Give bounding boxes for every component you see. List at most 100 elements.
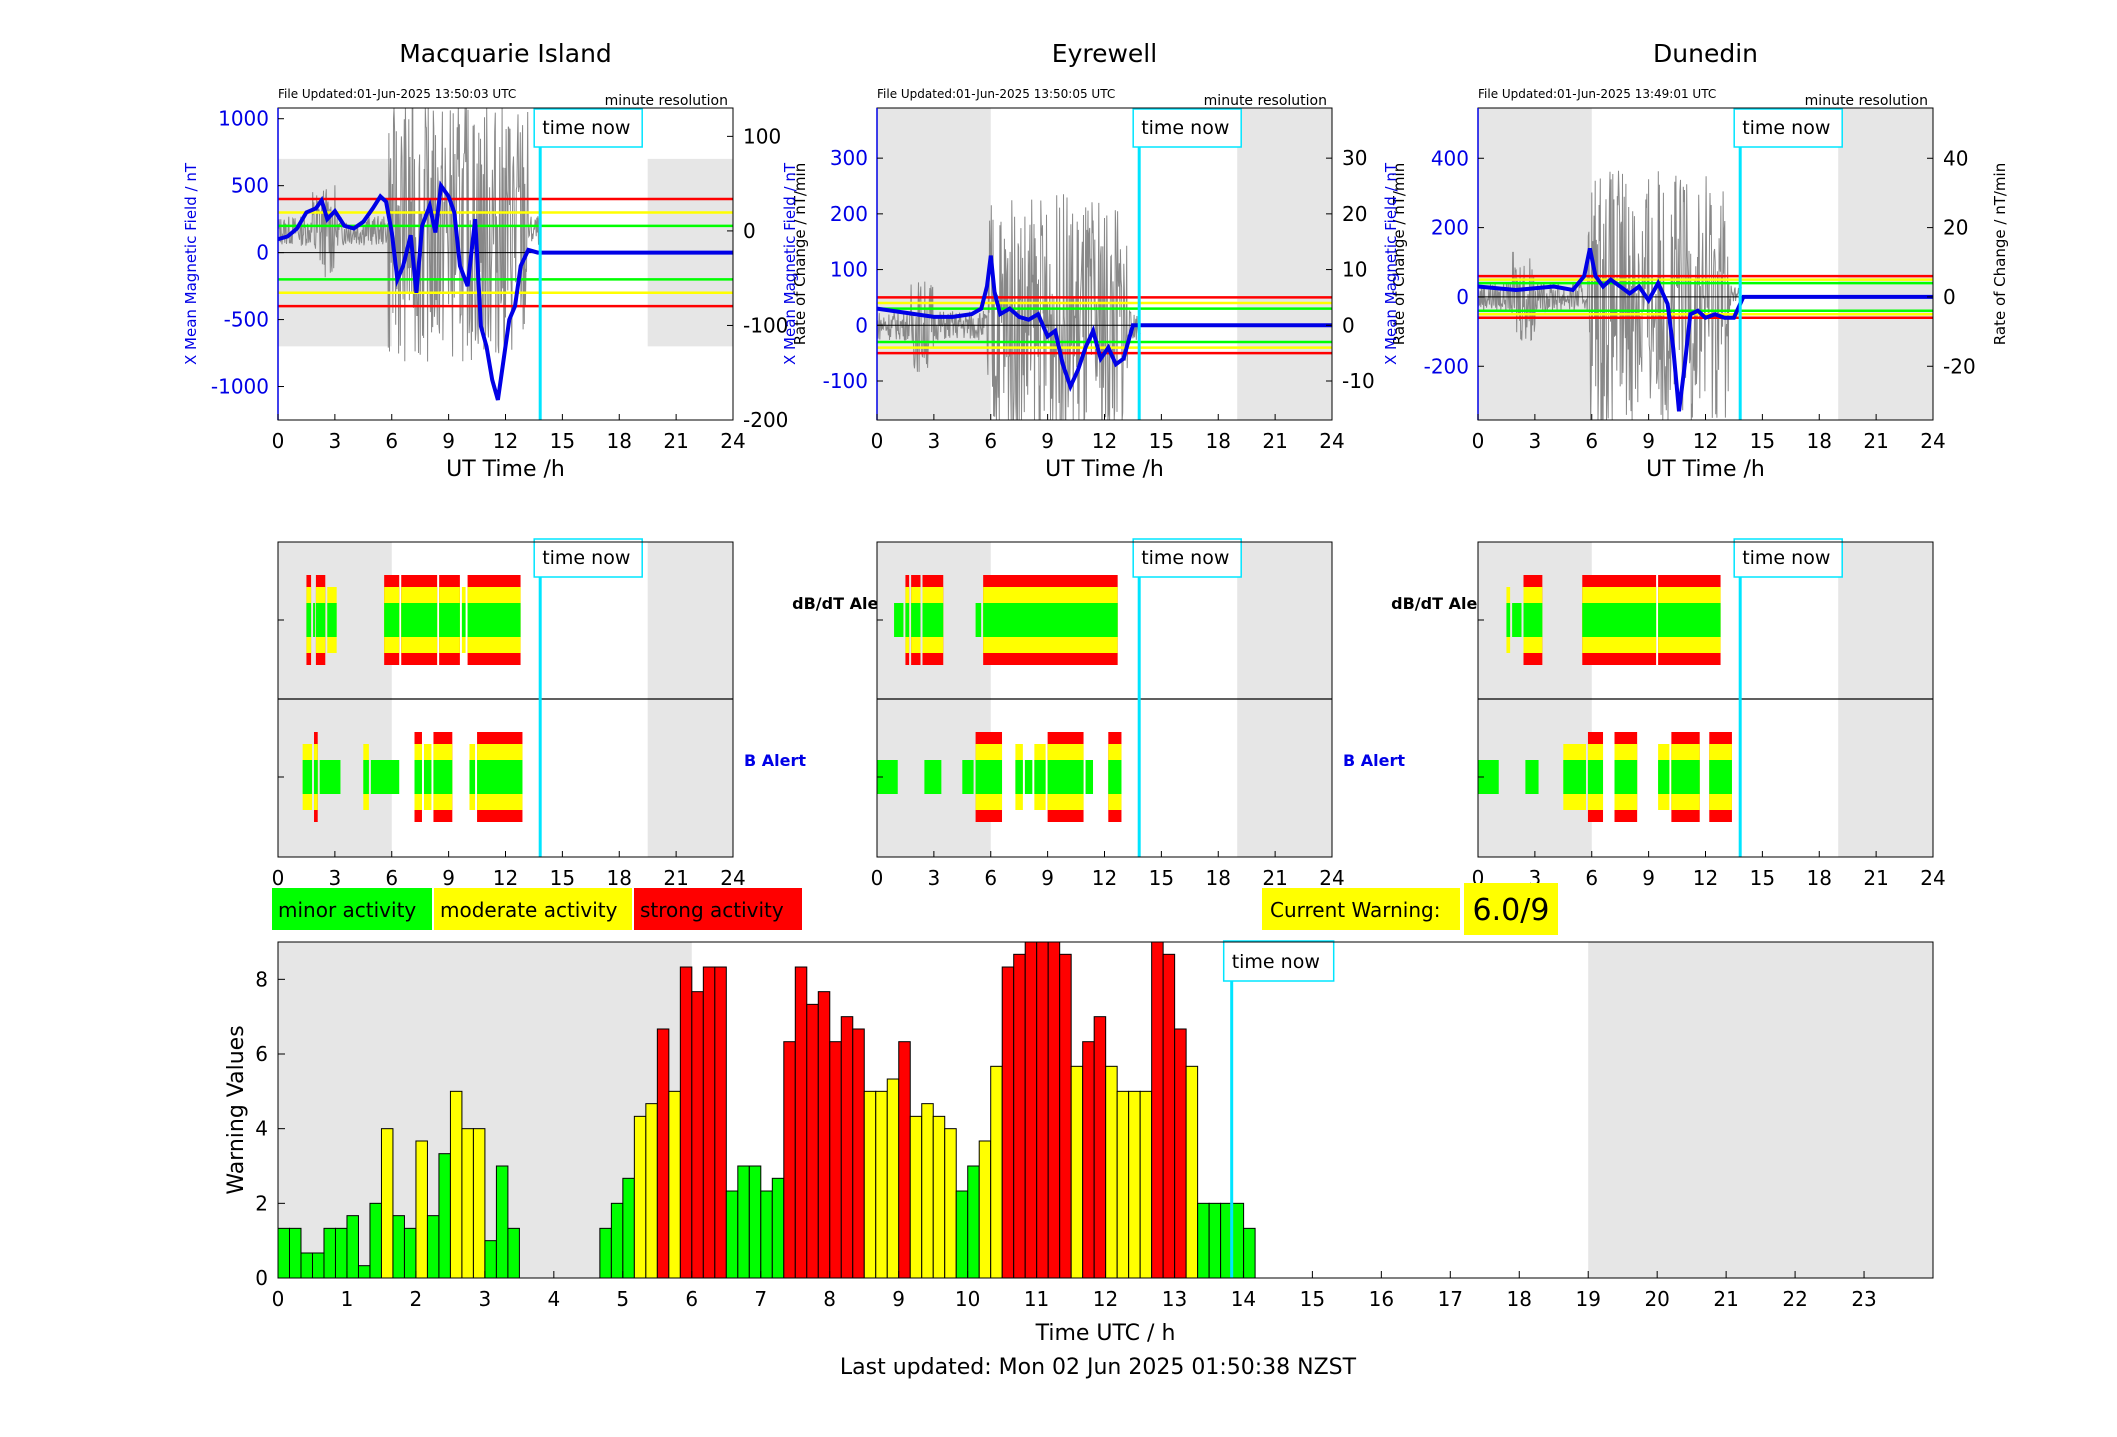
warning-bar: [1139, 1090, 1153, 1279]
x-tick-label: 21: [1863, 429, 1888, 453]
b-alert-bar-minor: [314, 760, 318, 794]
time-now-label: time now: [1742, 547, 1830, 569]
station-title: Eyrewell: [1052, 39, 1157, 68]
db-alert-bar-minor: [1582, 603, 1657, 637]
left-tick-label: 300: [830, 146, 868, 170]
db-alert-bar-minor: [983, 603, 1118, 637]
x-tick-label: 12: [1093, 1287, 1118, 1311]
x-tick-label: 17: [1438, 1287, 1463, 1311]
b-alert-bar-minor: [1614, 760, 1638, 794]
b-alert-bar-minor: [363, 760, 369, 794]
b-alert-bar-minor: [469, 760, 476, 794]
x-tick-label: 4: [547, 1287, 560, 1311]
warning-bar: [794, 966, 808, 1279]
x-tick-label: 18: [607, 429, 632, 453]
x-tick-label: 3: [479, 1287, 492, 1311]
time-now-box: [533, 108, 643, 148]
time-now-label: time now: [1742, 117, 1830, 139]
warning-bar: [1162, 953, 1176, 1279]
db-alert-bar-minor: [401, 603, 438, 637]
station-panel-2: Dunedin time now File Updated:01-Jun-2025 …: [1382, 39, 2009, 482]
alert-panel-1: time now 0 3 6 9 12 15 18 21 24 dB/dT Alert B Alert: [871, 538, 1493, 890]
x-tick-label: 21: [1262, 866, 1287, 890]
legend-swatch-strong: [634, 888, 802, 930]
warning-bar: [357, 1265, 371, 1279]
warning-bar: [875, 1090, 888, 1279]
b-alert-bar-minor: [370, 760, 400, 794]
time-now-label: time now: [542, 547, 630, 569]
warning-bar: [334, 1227, 348, 1279]
warning-bar: [426, 1215, 440, 1279]
b-alert-bar-minor: [1671, 760, 1700, 794]
warning-bar: [691, 991, 704, 1279]
warning-bar: [449, 1090, 463, 1279]
warning-bar: [403, 1227, 417, 1279]
warning-bar: [1024, 941, 1038, 1279]
x-tick-label: 24: [1920, 866, 1945, 890]
x-tick-label: 24: [1319, 429, 1344, 453]
x-tick-label: 15: [550, 866, 575, 890]
left-tick-label: 200: [830, 202, 868, 226]
legend-swatch-minor: [272, 888, 432, 930]
b-alert-bar-minor: [433, 760, 453, 794]
db-alert-bar-minor: [1523, 603, 1543, 637]
x-mean-field-line: [876, 255, 1332, 393]
x-tick-label: 15: [1149, 866, 1174, 890]
left-axis-label: X Mean Magnetic Field / nT: [182, 162, 200, 365]
warning-bar: [679, 966, 693, 1279]
x-tick-label: 3: [329, 866, 342, 890]
b-alert-bar-minor: [1024, 760, 1033, 794]
night-shade: [1478, 108, 1592, 420]
x-tick-label: 6: [1585, 866, 1598, 890]
warning-bar: [633, 1115, 647, 1279]
y-tick-label: 2: [255, 1191, 268, 1215]
left-tick-label: 200: [1431, 216, 1469, 240]
db-alert-bar-minor: [461, 603, 466, 637]
warning-bar: [1151, 941, 1164, 1279]
x-tick-label: 12: [1693, 429, 1718, 453]
warning-bar: [323, 1227, 336, 1279]
db-alert-bar-minor: [1658, 603, 1721, 637]
x-tick-label: 0: [272, 866, 285, 890]
left-tick-label: 1000: [218, 107, 269, 131]
x-tick-label: 3: [928, 429, 941, 453]
warning-bar: [1093, 1016, 1107, 1279]
x-tick-label: 6: [385, 429, 398, 453]
left-tick-label: -200: [1424, 354, 1469, 378]
right-tick-label: 0: [1943, 285, 1956, 309]
right-axis-label: Rate of Change / nT/min: [1390, 163, 1408, 345]
x-tick-label: 13: [1162, 1287, 1187, 1311]
y-tick-label: 0: [255, 1266, 268, 1290]
right-tick-label: 40: [1943, 146, 1968, 170]
warning-bar: [656, 1028, 670, 1279]
x-tick-label: 9: [442, 866, 455, 890]
resolution-text: minute resolution: [1805, 93, 1928, 109]
b-alert-bar-minor: [1525, 760, 1539, 794]
x-tick-label: 18: [1807, 866, 1832, 890]
b-alert-bar-minor: [423, 760, 432, 794]
y-axis-label: Warning Values: [224, 1025, 249, 1194]
warning-bar: [311, 1252, 325, 1279]
x-tick-label: 12: [493, 429, 518, 453]
left-tick-label: 400: [1431, 146, 1469, 170]
db-alert-bar-minor: [1512, 603, 1522, 637]
x-mean-field-line: [1477, 247, 1933, 412]
db-alert-bar-minor: [894, 603, 904, 637]
station-title: Dunedin: [1653, 39, 1758, 68]
db-alert-bar-minor: [975, 603, 982, 637]
legend-label-strong: strong activity: [640, 898, 784, 922]
x-tick-label: 21: [663, 429, 688, 453]
b-alert-bar-minor: [1563, 760, 1586, 794]
x-tick-label: 3: [329, 429, 342, 453]
db-alert-bar-minor: [327, 603, 337, 637]
warning-bar: [921, 1103, 934, 1279]
warning-bar: [1243, 1227, 1256, 1279]
warning-bar: [392, 1215, 405, 1279]
x-tick-label: 6: [385, 866, 398, 890]
b-alert-bar-minor: [1709, 760, 1732, 794]
time-now-label: time now: [1141, 117, 1229, 139]
left-axis-label: X Mean Magnetic Field / nT: [1382, 162, 1400, 365]
b-alert-bar-minor: [1587, 760, 1604, 794]
legend-swatch-moderate: [434, 888, 632, 930]
db-alert-bar-minor: [905, 603, 910, 637]
